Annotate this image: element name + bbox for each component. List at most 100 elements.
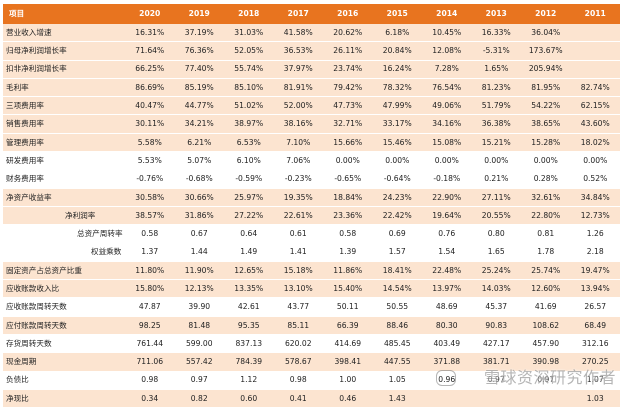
table-cell: 16.24% (372, 60, 422, 79)
table-cell: 71.64% (125, 41, 175, 61)
table-row: 固定资产占总资产比重 11.80% 11.90% 12.65% 15.18% 11.86%… (3, 261, 620, 281)
table-cell: 15.08% (422, 133, 472, 153)
table-cell: 55.74% (224, 60, 274, 79)
table-row: 归母净利润增长率 71.64% 76.36% 52.05% 36.53% 26.11% 20… (3, 41, 620, 61)
table-cell: 1.00 (323, 371, 373, 390)
row-label: 应收账款周转天数 (3, 297, 125, 317)
year-header: 2013 (471, 4, 521, 24)
table-cell: 1.43 (372, 389, 422, 408)
table-cell: 108.62 (521, 316, 571, 336)
table-cell: 398.41 (323, 352, 373, 372)
table-cell: 837.13 (224, 334, 274, 354)
table-cell: 18.02% (570, 133, 620, 153)
table-cell: 7.06% (273, 151, 323, 171)
table-cell: 25.24% (471, 261, 521, 281)
table-cell: 54.22% (521, 96, 571, 116)
table-cell: 0.97 (521, 371, 571, 390)
table-cell: 1.12 (224, 371, 274, 390)
table-cell (422, 389, 472, 408)
table-cell: 37.97% (273, 60, 323, 79)
row-label: 财务费用率 (3, 169, 125, 189)
table-cell: 15.28% (521, 133, 571, 153)
table-cell: 0.00% (372, 151, 422, 171)
table-cell: 15.21% (471, 133, 521, 153)
table-cell: 0.34 (125, 389, 175, 408)
table-cell: 80.30 (422, 316, 472, 336)
row-label: 净利润率 (3, 206, 125, 226)
table-cell: 485.45 (372, 334, 422, 354)
table-cell: 52.05% (224, 41, 274, 61)
year-header: 2016 (323, 4, 373, 24)
table-cell: 0.80 (471, 224, 521, 244)
table-cell: 6.53% (224, 133, 274, 153)
table-cell: 0.96 (422, 371, 472, 390)
table-cell: 30.66% (174, 188, 224, 207)
table-row: 净资产收益率 30.58% 30.66% 25.97% 19.35% 18.84% 24.2… (3, 188, 620, 207)
table-cell: 15.46% (372, 133, 422, 153)
table-row: 应收账款收入比 15.80% 12.13% 13.35% 13.10% 15.40% 14.… (3, 279, 620, 299)
watermark: 雪球资深研究作者 (483, 368, 616, 387)
table-row: 净利润率 38.57% 31.86% 27.22% 22.61% 23.36% 22.42%… (3, 206, 620, 226)
row-label: 毛利率 (3, 78, 125, 98)
table-cell: 88.46 (372, 316, 422, 336)
table-cell: 0.00% (323, 151, 373, 171)
table-cell: 1.49 (224, 243, 274, 262)
table-cell: -5.31% (471, 41, 521, 61)
table-cell: 6.21% (174, 133, 224, 153)
table-cell: 0.81 (521, 224, 571, 244)
table-cell: 85.11 (273, 316, 323, 336)
table-cell: 98.25 (125, 316, 175, 336)
table-cell: 38.16% (273, 114, 323, 134)
table-cell: 447.55 (372, 352, 422, 372)
table-cell: 18.41% (372, 261, 422, 281)
table-cell: 41.69 (521, 297, 571, 317)
table-cell: 44.77% (174, 96, 224, 116)
table-cell: 599.00 (174, 334, 224, 354)
table-cell: 20.84% (372, 41, 422, 61)
table-body: 营业收入增速 16.31% 37.19% 31.03% 41.58% 20.62% 6.18… (3, 24, 620, 408)
table-cell: 0.82 (174, 389, 224, 408)
table-cell: -0.23% (273, 169, 323, 189)
table-cell: 32.61% (521, 188, 571, 207)
table-cell: 34.84% (570, 188, 620, 207)
table-cell: 26.11% (323, 41, 373, 61)
table-cell: 15.40% (323, 279, 373, 299)
table-cell: 76.36% (174, 41, 224, 61)
row-label: 营业收入增速 (3, 24, 125, 43)
table-cell: 5.53% (125, 151, 175, 171)
table-cell: 81.91% (273, 78, 323, 98)
table-cell: 5.58% (125, 133, 175, 153)
table-cell: 81.23% (471, 78, 521, 98)
table-cell: 34.16% (422, 114, 472, 134)
row-label: 总资产周转率 (3, 224, 125, 244)
table-cell: 761.44 (125, 334, 175, 354)
row-label: 归母净利润增长率 (3, 41, 125, 61)
table-cell: 0.97 (174, 371, 224, 390)
table-row: 负债比 0.98 0.97 1.12 0.98 1.00 1.05 0.96 0.97 0.97 1… (3, 371, 620, 390)
table-cell: 7.10% (273, 133, 323, 153)
row-label: 存货周转天数 (3, 334, 125, 354)
table-cell: 381.71 (471, 352, 521, 372)
row-label: 研发费用率 (3, 151, 125, 171)
table-row: 应付账款周转天数 98.25 81.48 95.35 85.11 66.39 88.46 80… (3, 316, 620, 336)
table-cell: 0.58 (323, 224, 373, 244)
row-label: 负债比 (3, 371, 125, 390)
table-cell: 36.04% (521, 24, 571, 43)
table-cell (521, 389, 571, 408)
table-cell: 45.37 (471, 297, 521, 317)
table-cell: 78.32% (372, 78, 422, 98)
table-cell: 66.39 (323, 316, 373, 336)
table-row: 权益乘数 1.37 1.44 1.49 1.41 1.39 1.57 1.54 1.65 1.78… (3, 243, 620, 262)
financial-ratio-table: 项目 2020 2019 2018 2017 2016 2015 2014 20… (3, 4, 620, 408)
row-label: 应付账款周转天数 (3, 316, 125, 336)
table-cell: 0.21% (471, 169, 521, 189)
table-cell: 0.98 (125, 371, 175, 390)
row-label: 净资产收益率 (3, 188, 125, 207)
table-cell: 22.80% (521, 206, 571, 226)
table-cell: 427.17 (471, 334, 521, 354)
table-cell: 0.00% (471, 151, 521, 171)
table-cell: 50.11 (323, 297, 373, 317)
table-row: 毛利率 86.69% 85.19% 85.10% 81.91% 79.42% 78.32% 7… (3, 78, 620, 98)
table-cell: 41.58% (273, 24, 323, 43)
table-cell: 34.21% (174, 114, 224, 134)
